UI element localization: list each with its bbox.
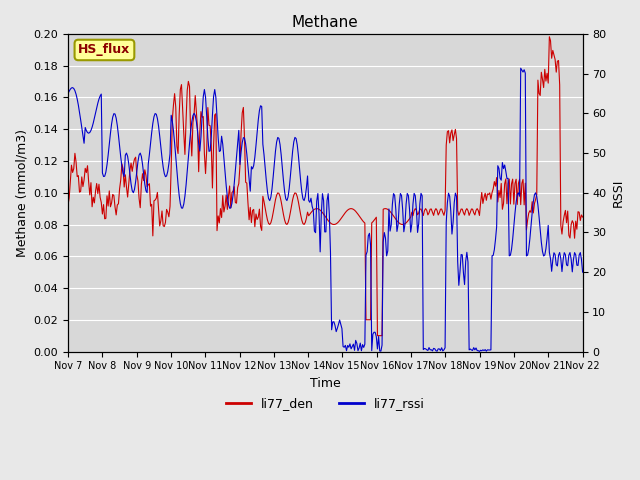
Legend: li77_den, li77_rssi: li77_den, li77_rssi bbox=[221, 392, 429, 415]
Y-axis label: RSSI: RSSI bbox=[612, 179, 625, 207]
X-axis label: Time: Time bbox=[310, 377, 340, 390]
Text: HS_flux: HS_flux bbox=[78, 44, 131, 57]
Y-axis label: Methane (mmol/m3): Methane (mmol/m3) bbox=[15, 129, 28, 257]
Title: Methane: Methane bbox=[292, 15, 358, 30]
